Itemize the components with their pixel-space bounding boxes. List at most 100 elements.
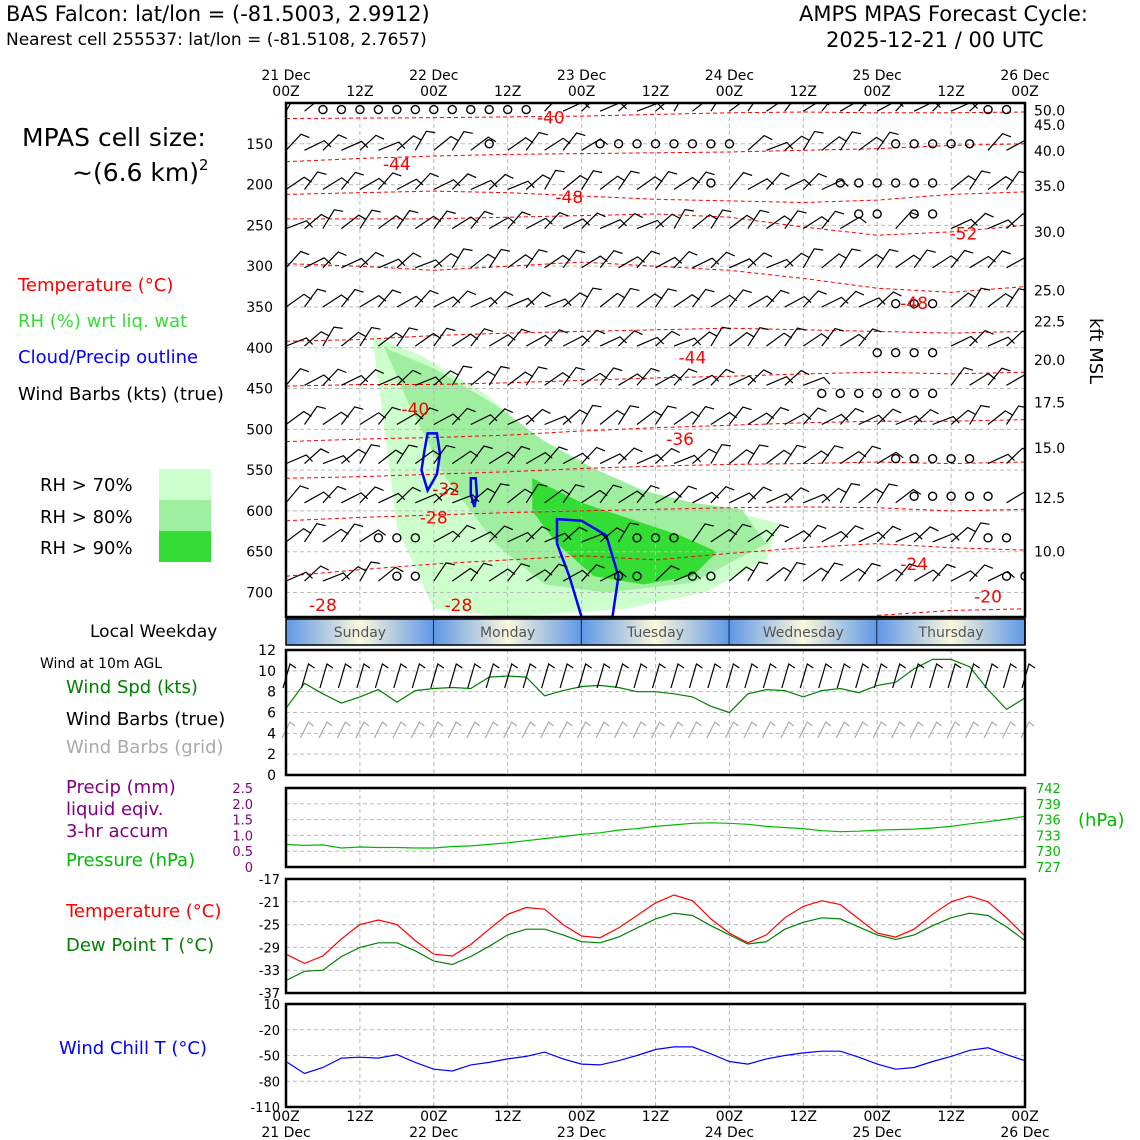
calm-circle xyxy=(909,388,919,399)
surface-wind-barb-grid xyxy=(798,721,813,739)
wind-barb xyxy=(839,290,865,308)
wind-barb xyxy=(414,332,442,347)
wind-barb xyxy=(286,454,313,465)
wind-barb xyxy=(673,411,700,425)
wind-barb xyxy=(414,449,442,465)
wind-barb xyxy=(747,178,775,191)
calm-circle xyxy=(835,388,845,399)
wind-barb xyxy=(950,249,974,269)
calm-circle xyxy=(650,139,661,149)
wind-barb xyxy=(322,528,349,543)
bottom-date-label: 24 Dec xyxy=(705,1125,754,1140)
wind-barb xyxy=(599,250,623,269)
wind-barb xyxy=(821,253,847,269)
legend-cloud: Cloud/Precip outline xyxy=(18,347,198,368)
wind-barb xyxy=(1006,330,1025,347)
wind-barb xyxy=(839,216,867,230)
top-date-label: 26 Dec xyxy=(1000,68,1049,84)
wind-barb xyxy=(599,570,627,582)
wind-barb xyxy=(304,491,331,504)
wind-barb xyxy=(932,532,960,543)
wind-barb xyxy=(950,367,974,386)
wind-barb xyxy=(359,529,387,543)
wind-barb xyxy=(340,288,364,308)
surface-wind-barb-grid xyxy=(484,721,499,739)
temperature-contour-label: -36 xyxy=(666,430,694,450)
wind-barb xyxy=(858,445,882,464)
calm-circle xyxy=(484,104,494,115)
wind-barb xyxy=(525,451,553,465)
wind-barb xyxy=(969,404,990,425)
wind-barb xyxy=(581,255,608,269)
surface-wind-barb-true xyxy=(688,663,703,689)
wind-barb xyxy=(932,415,960,426)
wind-barb xyxy=(710,251,735,269)
surface-wind-barb-true xyxy=(596,663,611,689)
wind-barb xyxy=(729,214,755,230)
weekday-label: Thursday xyxy=(918,625,984,641)
wind-barb xyxy=(728,289,752,308)
wind-barb xyxy=(710,528,737,543)
temperature-contour xyxy=(286,190,1025,204)
wind-barb xyxy=(396,327,419,347)
wind-barb xyxy=(655,565,680,582)
wind-barb xyxy=(673,176,701,191)
calm-circle xyxy=(909,299,919,309)
wind-barb xyxy=(821,136,848,151)
bottom-time-label: 12Z xyxy=(494,1109,521,1125)
wind-barb xyxy=(802,450,830,465)
wind-barb xyxy=(710,485,735,504)
wind-barb xyxy=(322,326,343,347)
precip-tick-label: 0.5 xyxy=(232,845,253,860)
wind-barb xyxy=(451,450,479,465)
surface-wind-barb-true xyxy=(836,663,851,689)
temperature-contour xyxy=(877,608,1025,616)
wind-barb xyxy=(396,295,424,308)
wind-barb xyxy=(359,412,387,426)
wind-barb xyxy=(747,103,755,112)
wind-barb xyxy=(341,448,367,465)
wind-barb xyxy=(599,175,626,190)
pressure-tick-label: 400 xyxy=(246,341,273,357)
calm-circle xyxy=(890,347,901,358)
surface-wind-barb-true xyxy=(430,663,445,689)
wind-barb xyxy=(322,572,350,582)
calm-circle xyxy=(1001,571,1012,581)
wind-barb xyxy=(562,218,590,230)
wind-barb xyxy=(581,533,609,543)
top-date-label: 25 Dec xyxy=(853,68,902,84)
wind-barb xyxy=(286,410,312,425)
wind-barb xyxy=(359,486,384,504)
height-tick-label: 20.0 xyxy=(1034,353,1065,369)
wind-barb xyxy=(359,251,385,269)
wind-barb xyxy=(507,563,531,582)
surface-wind-barb-grid xyxy=(650,721,665,739)
wind-barb xyxy=(581,103,591,112)
wind-barb xyxy=(304,374,332,386)
wind-barb xyxy=(525,291,551,308)
top-time-label: 12Z xyxy=(494,84,521,100)
surface-wind-barb-true xyxy=(393,663,408,689)
wind-barb xyxy=(729,331,755,347)
wind-barb xyxy=(673,337,702,347)
cross-section-plot-area: -40 -44 -48 -52 -48 -44 -40 -36 -32 -28 -24 -28 -28 -… xyxy=(286,103,1025,617)
wind-barb xyxy=(636,250,661,269)
temp-tick-label: -37 xyxy=(259,987,280,1002)
wind-barb xyxy=(562,174,589,190)
wind-barb xyxy=(581,329,606,347)
wind-barb xyxy=(396,135,422,151)
top-time-label: 12Z xyxy=(937,84,964,100)
wind-barb xyxy=(451,524,476,543)
dewpoint-line xyxy=(285,912,1026,982)
wind-barb xyxy=(507,328,531,347)
calm-circle xyxy=(983,104,993,115)
wind-panel: 0 2 4 6 8 10 12 xyxy=(258,643,1036,784)
calm-circle xyxy=(872,209,882,219)
cross-section-frame xyxy=(284,101,1027,619)
top-time-label: 12Z xyxy=(790,84,817,100)
pressure-tick-label: 600 xyxy=(246,504,273,520)
calm-circle xyxy=(964,491,975,501)
wind-barb xyxy=(617,287,640,308)
wind-barb xyxy=(507,297,535,308)
